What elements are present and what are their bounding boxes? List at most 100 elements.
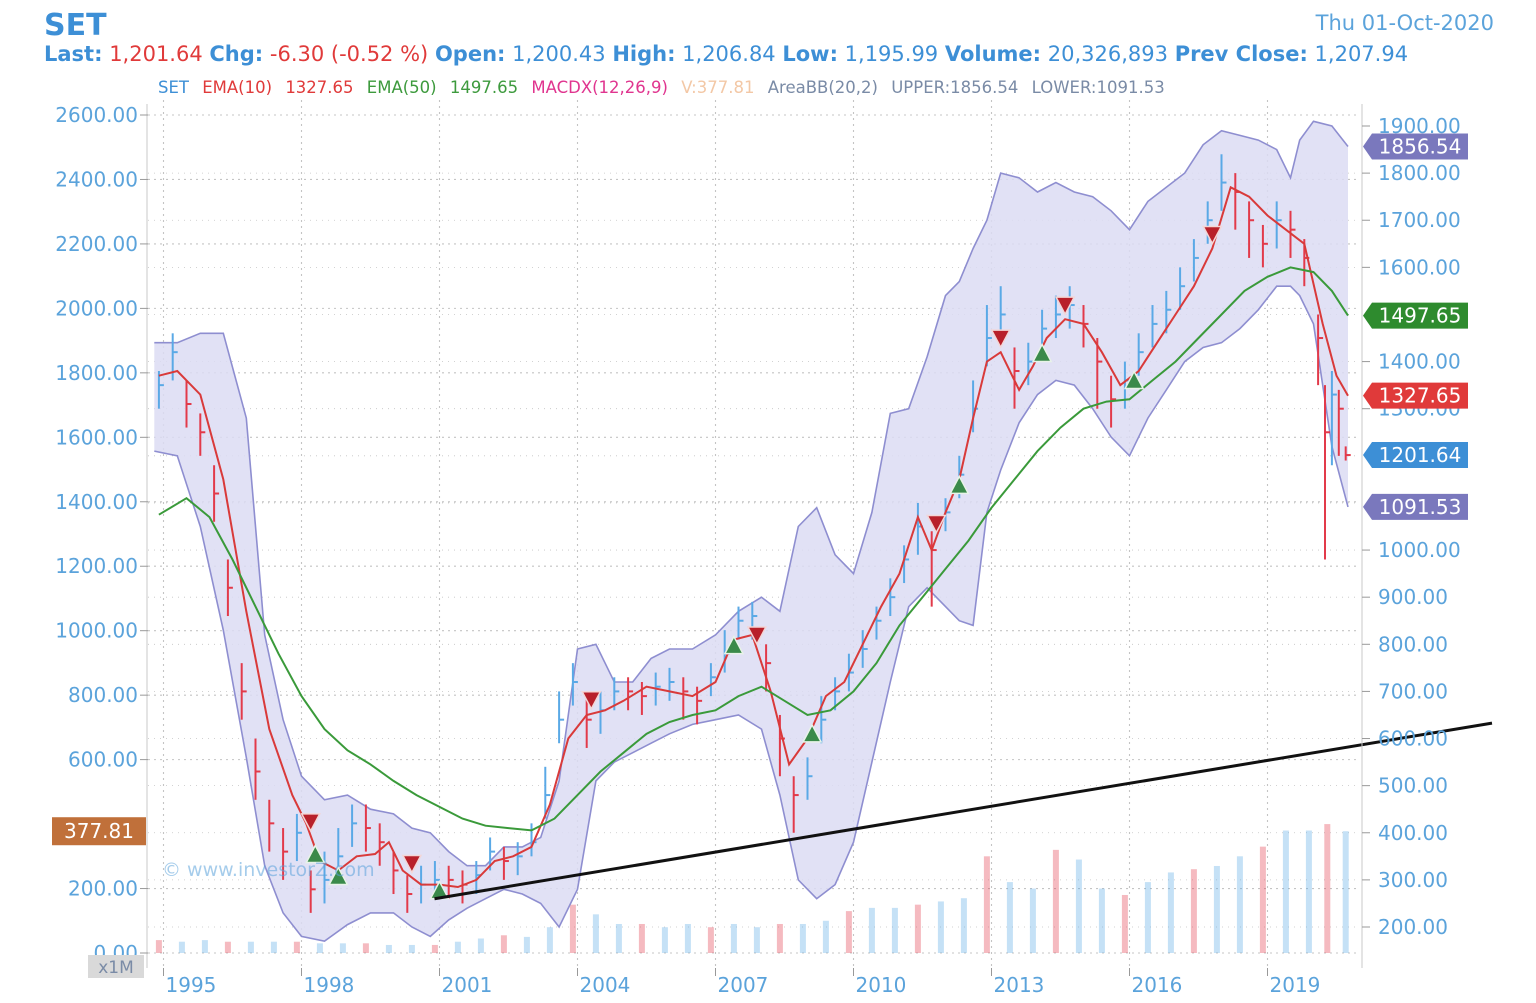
volume-bar: [799, 923, 806, 953]
buy-signal: [305, 843, 326, 864]
x-tick-label: 2004: [580, 973, 631, 997]
left-tick-label: 2600.00: [55, 103, 138, 127]
right-tick-label: 1700.00: [1378, 208, 1461, 232]
volume-bar: [914, 904, 921, 953]
volume-tag-label: 377.81: [64, 819, 134, 843]
value-tag-label: 1856.54: [1379, 134, 1462, 158]
high-label: High:: [612, 42, 676, 66]
sell-signal: [401, 854, 423, 875]
legend-volume[interactable]: V:377.81: [681, 78, 755, 97]
volume-bar: [1052, 849, 1059, 953]
legend-areabb[interactable]: AreaBB(20,2): [767, 78, 878, 97]
left-tick-label: 1800.00: [55, 361, 138, 385]
legend-ema50[interactable]: EMA(50): [366, 78, 437, 97]
volume-bar: [776, 923, 783, 953]
x-tick-label: 2013: [994, 973, 1045, 997]
x-tick-label: 1995: [166, 973, 217, 997]
sell-signal: [1054, 296, 1076, 316]
series-ema10: [158, 185, 1349, 889]
band-area: [154, 121, 1348, 942]
legend-ema10[interactable]: EMA(10): [202, 78, 273, 97]
volume-value: 20,326,893: [1047, 42, 1168, 66]
volume-bar: [523, 936, 530, 953]
volume-bar: [845, 911, 852, 953]
buy-signal: [1123, 369, 1145, 390]
volume-bar: [385, 944, 392, 953]
sell-signal: [581, 691, 602, 711]
symbol-title: SET: [44, 8, 107, 43]
x-tick-label: 2016: [1132, 973, 1183, 997]
volume-bar: [201, 940, 208, 953]
x-tick-label: 2001: [442, 973, 493, 997]
sell-signal: [990, 329, 1011, 349]
sell-signal: [300, 813, 321, 833]
volume-unit-box: x1M: [88, 955, 144, 978]
volume-bar: [569, 904, 576, 953]
volume-bar: [983, 856, 990, 953]
volume-bar: [1236, 856, 1243, 953]
watermark: © www.investorZ.com: [162, 859, 375, 881]
volume-bar: [1121, 894, 1128, 953]
right-tick-label: 200.00: [1378, 915, 1448, 939]
volume-bar: [1259, 846, 1266, 953]
support-trendline: [434, 721, 1493, 901]
volume-bar: [247, 941, 254, 953]
x-tick-label: 2010: [856, 973, 907, 997]
volume-bar: [661, 927, 668, 953]
volume-bar: [1190, 869, 1197, 953]
volume-bar: [822, 920, 829, 953]
x-tick-label: 2019: [1270, 973, 1321, 997]
volume-bar: [270, 941, 277, 953]
band-upper-line: [154, 120, 1349, 867]
volume-bar: [1167, 872, 1174, 953]
trendline: [434, 721, 1493, 901]
volume-bar: [1006, 882, 1013, 953]
value-tag-label: 1201.64: [1379, 443, 1462, 467]
legend-macdx[interactable]: MACDX(12,26,9): [531, 78, 668, 97]
value-tag-label: 1091.53: [1379, 495, 1462, 519]
volume-bar: [707, 927, 714, 953]
volume-bar: [1213, 865, 1220, 953]
left-tick-label: 1400.00: [55, 490, 138, 514]
left-tick-label: 2000.00: [55, 296, 138, 320]
volume-bar: [592, 914, 599, 953]
buy-signal: [1031, 342, 1053, 363]
price-bars: [157, 154, 1351, 913]
volume-bar: [431, 944, 438, 953]
right-tick-label: 500.00: [1378, 774, 1448, 798]
value-tags: 1856.54 1497.65 1327.65 1201.64 1091.53 377.8…: [52, 133, 1468, 846]
left-tick-label: 800.00: [68, 683, 138, 707]
volume-bar: [615, 923, 622, 953]
x-tick-label: 2007: [718, 973, 769, 997]
left-tick-label: 2200.00: [55, 232, 138, 256]
left-tick-label: 1600.00: [55, 425, 138, 449]
volume-bar: [316, 943, 323, 953]
volume-label: Volume:: [944, 42, 1042, 66]
quote-bar: Last: 1,201.64 Chg: -6.30 (-0.52 %) Open…: [44, 42, 1408, 66]
right-tick-label: 900.00: [1378, 585, 1448, 609]
sell-signal: [746, 626, 768, 646]
volume-bar: [500, 935, 507, 953]
high-value: 1,206.84: [682, 42, 776, 66]
volume-bar: [753, 927, 760, 953]
volume-bar: [477, 938, 484, 953]
prev-close-label: Prev Close:: [1174, 42, 1308, 66]
volume-bar: [730, 923, 737, 953]
right-tick-label: 800.00: [1378, 632, 1448, 656]
axes: 0.00200.00600.00800.001000.001200.001400…: [55, 103, 1460, 997]
left-tick-label: 1000.00: [55, 619, 138, 643]
value-tag-bg: [1363, 442, 1468, 469]
legend-set[interactable]: SET: [158, 78, 189, 97]
legend-upper: UPPER:1856.54: [891, 78, 1019, 97]
prev-close-value: 1,207.94: [1314, 42, 1409, 66]
volume-bar: [362, 943, 369, 953]
sell-signal: [1202, 225, 1223, 246]
value-tag-bg: [1363, 133, 1468, 160]
volume-bar: [339, 943, 346, 953]
value-tag-label: 1497.65: [1379, 304, 1462, 328]
series-ema50: [158, 266, 1349, 832]
right-tick-label: 1800.00: [1378, 161, 1461, 185]
buy-signal: [723, 634, 745, 655]
buy-signal: [328, 865, 349, 886]
